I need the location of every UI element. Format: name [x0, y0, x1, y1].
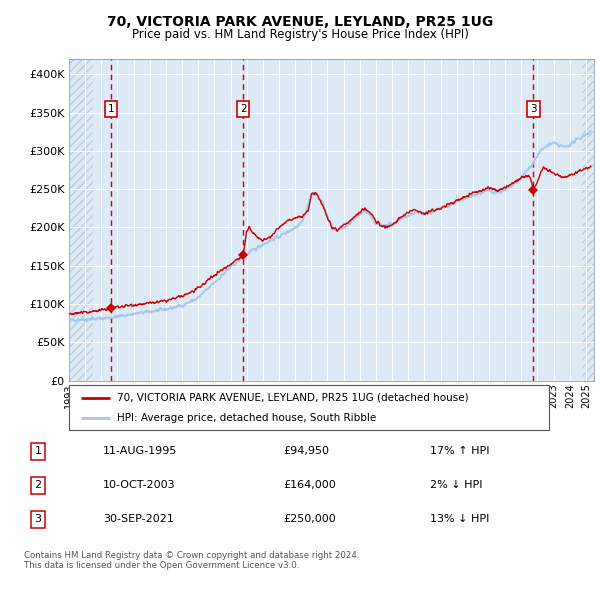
- Text: 2% ↓ HPI: 2% ↓ HPI: [430, 480, 482, 490]
- Bar: [582, 59, 594, 381]
- Text: 10-OCT-2003: 10-OCT-2003: [103, 480, 176, 490]
- Bar: [69, 59, 93, 381]
- Text: 3: 3: [35, 514, 41, 525]
- Text: This data is licensed under the Open Government Licence v3.0.: This data is licensed under the Open Gov…: [24, 560, 299, 569]
- Text: Contains HM Land Registry data © Crown copyright and database right 2024.: Contains HM Land Registry data © Crown c…: [24, 550, 359, 559]
- Text: 1: 1: [108, 104, 115, 114]
- Text: 2: 2: [240, 104, 247, 114]
- Text: 17% ↑ HPI: 17% ↑ HPI: [430, 446, 490, 456]
- Text: 2: 2: [35, 480, 41, 490]
- Text: £250,000: £250,000: [283, 514, 336, 525]
- Bar: [582, 59, 594, 381]
- Text: 30-SEP-2021: 30-SEP-2021: [103, 514, 174, 525]
- Text: 11-AUG-1995: 11-AUG-1995: [103, 446, 178, 456]
- Text: 13% ↓ HPI: 13% ↓ HPI: [430, 514, 490, 525]
- FancyBboxPatch shape: [69, 385, 549, 430]
- Text: 70, VICTORIA PARK AVENUE, LEYLAND, PR25 1UG (detached house): 70, VICTORIA PARK AVENUE, LEYLAND, PR25 …: [117, 393, 469, 402]
- Text: 70, VICTORIA PARK AVENUE, LEYLAND, PR25 1UG: 70, VICTORIA PARK AVENUE, LEYLAND, PR25 …: [107, 15, 493, 30]
- Text: HPI: Average price, detached house, South Ribble: HPI: Average price, detached house, Sout…: [117, 414, 376, 424]
- Bar: [69, 59, 93, 381]
- Text: 3: 3: [530, 104, 537, 114]
- Text: £94,950: £94,950: [283, 446, 329, 456]
- Text: 1: 1: [35, 446, 41, 456]
- Text: Price paid vs. HM Land Registry's House Price Index (HPI): Price paid vs. HM Land Registry's House …: [131, 28, 469, 41]
- Text: £164,000: £164,000: [283, 480, 336, 490]
